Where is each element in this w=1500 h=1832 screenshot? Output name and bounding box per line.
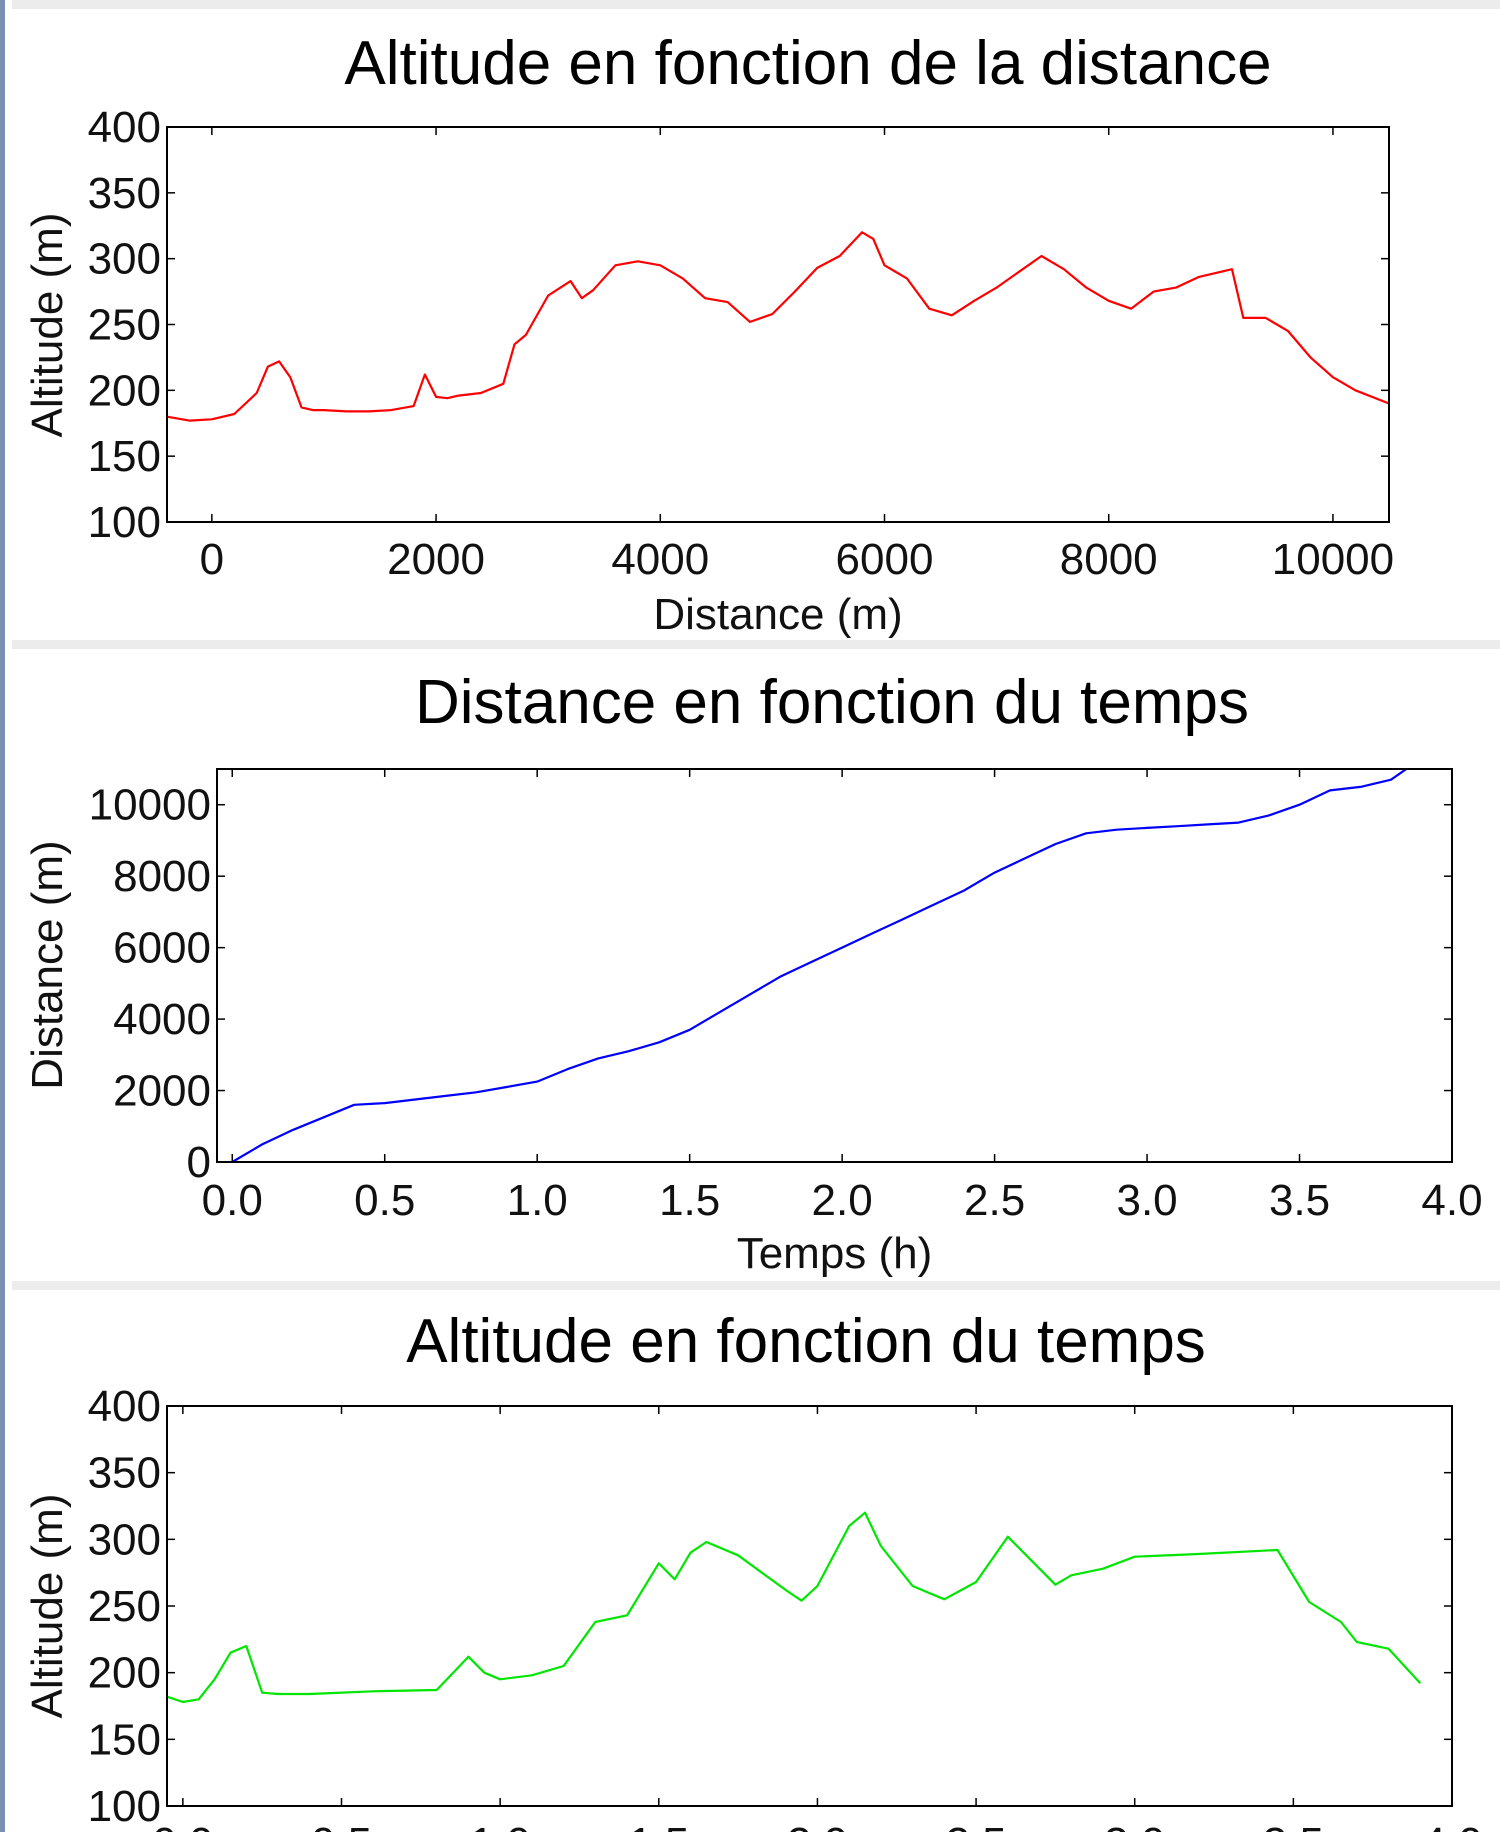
x-tick-label: 3.5 [1269,1176,1330,1225]
x-tick-label: 1.0 [507,1176,568,1225]
x-tick-label: 2000 [387,535,485,584]
x-tick-label: 0.0 [202,1176,263,1225]
y-tick-label: 350 [88,169,161,218]
y-tick-label: 300 [88,1515,161,1564]
x-tick-label: 10000 [1272,535,1394,584]
y-tick-label: 200 [88,1649,161,1698]
y-tick-label: 0 [187,1138,211,1187]
y-tick-label: 250 [88,1582,161,1631]
x-tick-label: 2.0 [787,1819,848,1832]
x-tick-label: 2.5 [945,1819,1006,1832]
y-tick-label: 2000 [113,1067,211,1116]
chart-title: Altitude en fonction de la distance [344,29,1271,98]
plot-frame [216,768,1453,1163]
x-tick-label: 1.0 [470,1819,531,1832]
y-tick-label: 400 [88,1382,161,1431]
x-tick-label: 1.5 [659,1176,720,1225]
panel-separator [12,640,1500,649]
plot-frame [166,126,1390,523]
x-tick-label: 3.0 [1104,1819,1165,1832]
chart-altitude-temps: Altitude en fonction du temps 100 150 200 25… [23,1307,1483,1832]
x-tick-label: 0 [200,535,224,584]
x-tick-label: 1.5 [628,1819,689,1832]
series-line-0 [166,231,1390,422]
x-tick-label: 6000 [836,535,934,584]
y-tick-label: 4000 [113,995,211,1044]
y-tick-label: 8000 [113,852,211,901]
x-tick-label: 8000 [1060,535,1158,584]
chart-distance-temps: Distance en fonction du temps 0 2000 4000 60… [23,668,1483,1278]
x-tick-label: 0.5 [311,1819,372,1832]
plot-frame [166,1405,1453,1807]
window-left-border [0,0,5,1832]
x-tick-label: 2.5 [964,1176,1025,1225]
x-tick-label: 2.0 [812,1176,873,1225]
panel-separator [12,0,1500,9]
y-tick-label: 150 [88,432,161,481]
y-tick-label: 350 [88,1449,161,1498]
y-tick-label: 250 [88,301,161,350]
panel-separator [12,1281,1500,1290]
y-axis-label: Altitude (m) [23,213,72,438]
y-tick-label: 100 [88,498,161,547]
x-tick-label: 4.0 [1421,1819,1482,1832]
chart-title: Distance en fonction du temps [415,668,1249,737]
x-tick-label: 4000 [611,535,709,584]
x-tick-label: 4.0 [1421,1176,1482,1225]
chart-altitude-distance: Altitude en fonction de la distance 100 15… [23,29,1394,639]
x-tick-label: 0.0 [152,1819,213,1832]
y-tick-label: 6000 [113,924,211,973]
y-axis-label: Altitude (m) [23,1494,72,1719]
y-tick-label: 300 [88,235,161,284]
y-axis-label: Distance (m) [23,840,72,1089]
chart-title: Altitude en fonction du temps [406,1307,1206,1376]
y-tick-label: 150 [88,1715,161,1764]
y-tick-label: 100 [88,1782,161,1831]
y-tick-label: 400 [88,103,161,152]
x-tick-label: 0.5 [354,1176,415,1225]
series-line-0 [231,768,1407,1163]
series-line-0 [166,1511,1422,1704]
x-tick-label: 3.5 [1263,1819,1324,1832]
x-axis-label: Distance (m) [653,590,902,639]
y-tick-label: 10000 [89,781,211,830]
y-tick-label: 200 [88,366,161,415]
x-axis-label: Temps (h) [737,1229,933,1278]
x-tick-label: 3.0 [1116,1176,1177,1225]
